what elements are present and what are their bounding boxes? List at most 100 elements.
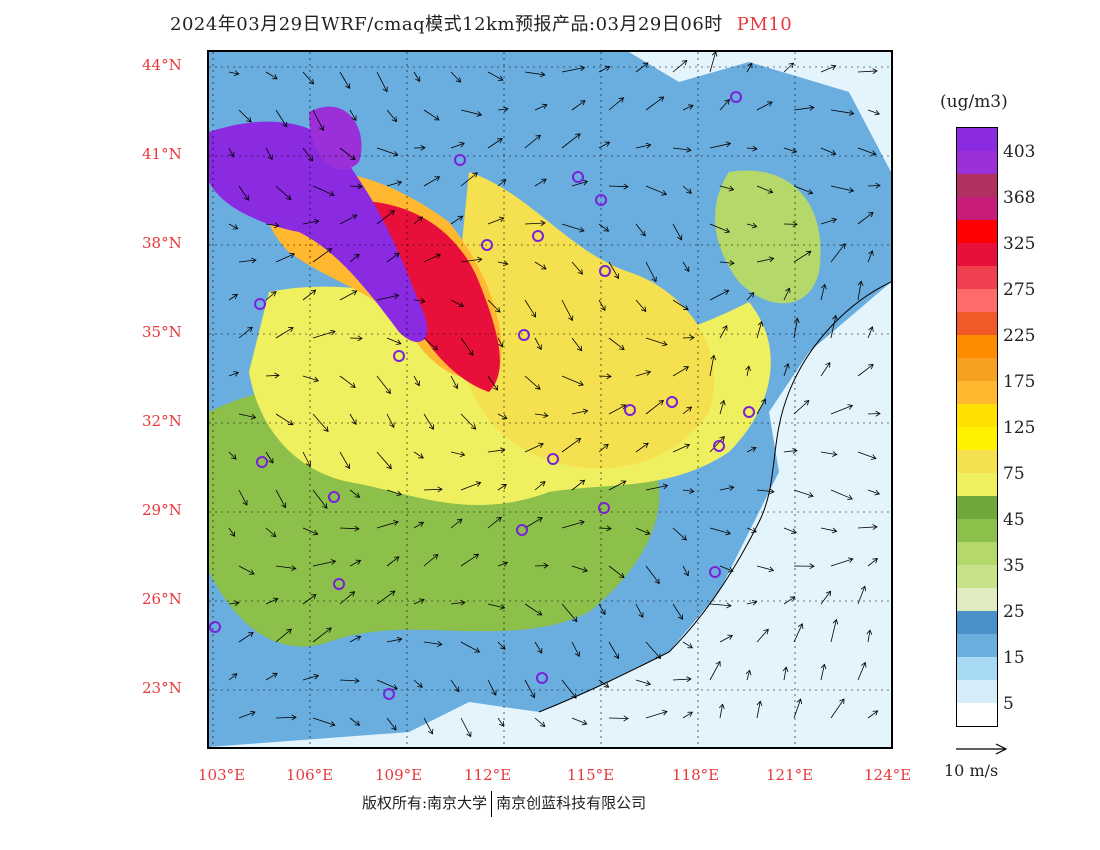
wind-arrow [571,337,583,351]
wind-arrow-head [722,325,728,331]
wind-arrow-head [354,525,360,532]
wind-arrow [265,223,279,227]
colorbar-swatch [957,404,997,427]
city-marker-icon [599,265,611,277]
wind-arrow-head [727,634,734,640]
wind-arrow [423,717,433,735]
lon-label: 124°E [864,766,912,784]
city-marker-icon [481,239,493,251]
wind-arrow-head [683,366,690,372]
wind-arrow [746,601,757,605]
wind-arrow [450,71,461,83]
yellow-core [456,172,715,469]
wind-arrow [571,100,586,111]
wind-arrow [561,679,577,699]
wind-arrow-head [658,400,664,406]
wind-arrow [682,711,693,719]
wind-arrow-head [455,77,462,83]
wind-arrow-head [538,442,544,449]
city-marker-icon [516,524,528,536]
wind-arrow [820,451,837,456]
wind-arrow-head [385,388,391,395]
wind-arrow-head [394,252,400,258]
wind-arrow [265,291,277,301]
wind-arrow-head [531,311,537,318]
wind-arrow [820,590,831,605]
wind-arrow-head [251,257,257,264]
wind-arrow [460,109,482,116]
wind-arrow [867,109,880,115]
colorbar-swatch [957,312,997,335]
wind-arrow [312,627,332,643]
wind-arrow [524,134,541,149]
wind-arrow [756,101,773,111]
colorbar-swatch [957,427,997,450]
wind-arrow [386,556,400,567]
wind-arrow-head [760,398,766,405]
wind-arrow [524,679,535,698]
wind-arrow [793,185,813,194]
wind-arrow-head [420,297,426,304]
wind-arrow [413,299,425,302]
coastline [538,281,891,713]
wind-arrow [746,366,750,377]
wind-arrow [275,565,296,570]
wind-arrow-head [396,490,403,497]
wind-arrow [709,223,730,233]
wind-arrow-head [796,698,803,705]
wind-arrow-head [355,635,362,641]
wind-arrow-head [726,602,732,609]
lat-label: 26°N [142,590,182,608]
wind-arrow-head [535,134,541,141]
city-marker-icon [595,194,607,206]
wind-arrow [275,185,292,200]
wind-arrow-head [420,144,426,151]
wind-arrow-head [498,341,504,348]
wind-arrow [386,717,397,731]
wind-arrow [746,527,757,533]
wind-arrow [497,641,506,650]
wind-arrow [756,701,761,719]
wind-arrow [386,638,402,643]
wind-arrow-head [830,64,837,71]
city-marker-icon [713,440,725,452]
wind-arrow [820,664,825,681]
wind-arrow-head [495,307,501,313]
city-marker-icon [743,406,755,418]
wind-arrow [386,413,395,428]
wind-arrow-head [756,700,763,707]
wind-arrow [275,109,288,128]
wind-arrow-head [578,380,584,387]
wind-arrow [376,451,392,469]
wind-arrow [534,413,548,417]
colorbar-tick: 368 [1003,188,1036,208]
wind-arrow [867,710,878,719]
wind-arrow [238,565,255,575]
wind-arrow-head [242,500,248,506]
wind-arrow-head [857,280,864,287]
wind-arrow [423,488,442,491]
wind-arrow-head [459,451,466,458]
wind-arrow [238,326,253,339]
wind-arrow [497,413,508,420]
wind-arrow-head [249,710,256,717]
colorbar-swatch [957,496,997,519]
colorbar-swatch [957,381,997,404]
wind-arrow-head [728,185,735,192]
wind-arrow [413,521,424,529]
wind-arrow [228,527,235,537]
wind-arrow [524,603,542,616]
wind-arrow [302,527,318,535]
wind-arrow [783,667,787,681]
wind-arrow [413,451,424,459]
wind-arrow [598,66,610,73]
wind-arrow [450,518,463,529]
wind-arrow [783,147,797,153]
wind-arrow-head [437,486,443,493]
wind-arrow-head [606,525,612,532]
wind-arrow [793,318,798,339]
wind-arrow-head [724,227,731,234]
wind-arrow-head [395,339,402,345]
wind-arrow-head [613,273,620,280]
wind-arrow [376,294,399,301]
